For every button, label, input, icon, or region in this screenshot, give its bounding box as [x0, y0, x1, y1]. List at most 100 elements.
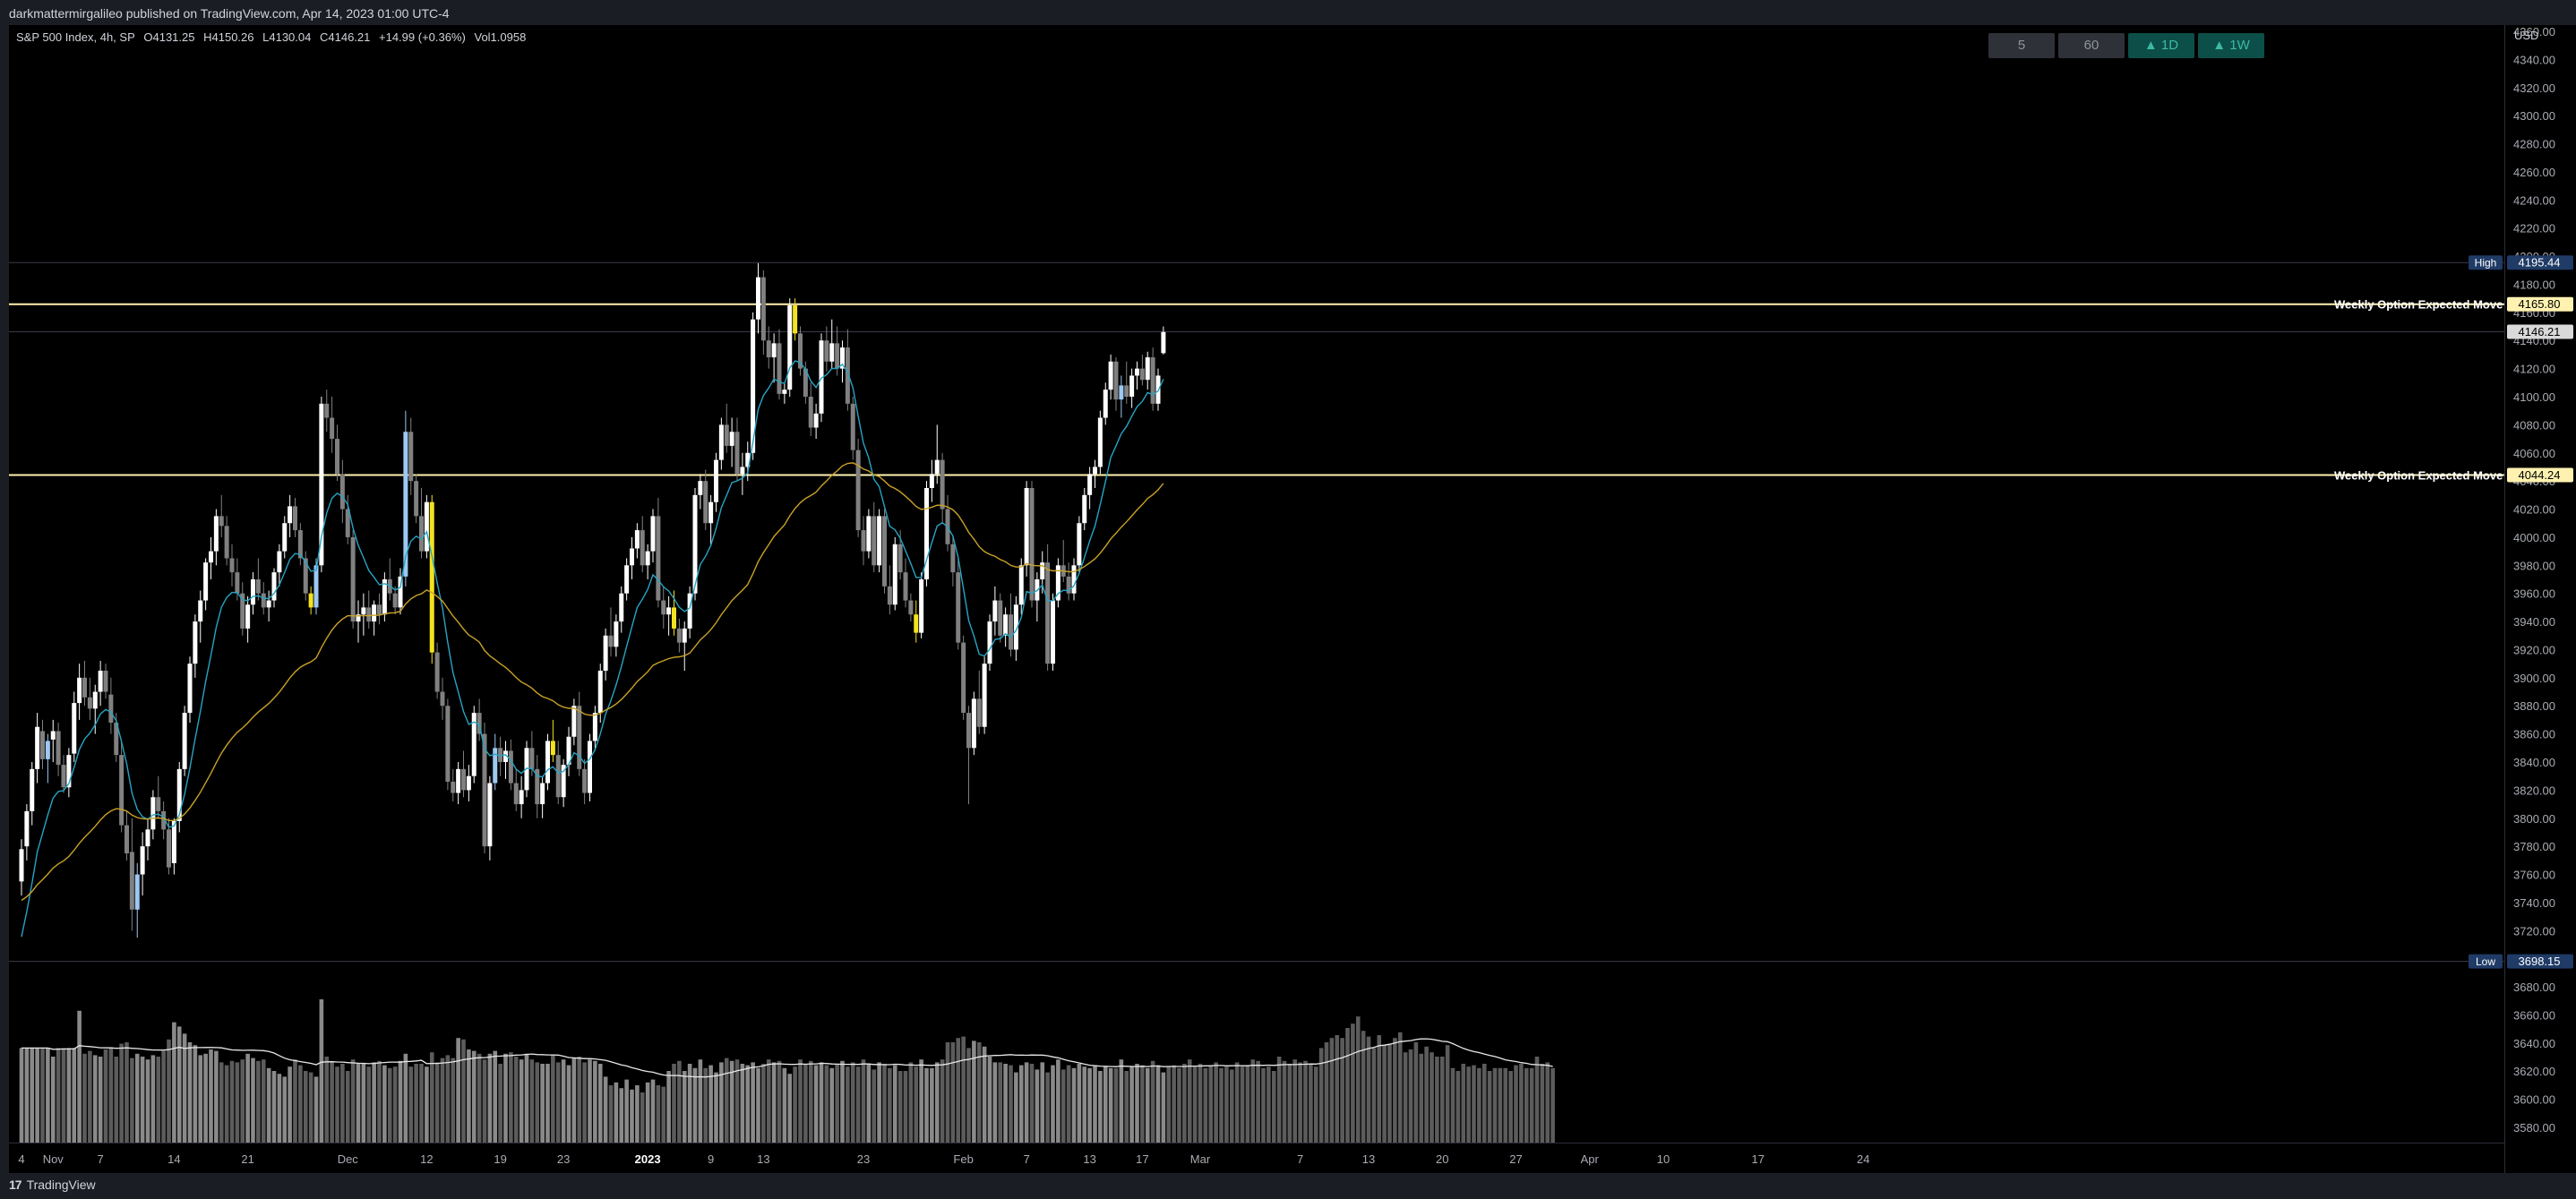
candle-body: [466, 775, 471, 791]
volume-bar: [345, 1071, 350, 1143]
volume-bar: [1397, 1032, 1403, 1143]
candle-body: [592, 713, 597, 741]
candle: [835, 326, 840, 376]
candle: [961, 635, 966, 720]
volume-bar: [745, 1065, 751, 1143]
candle: [940, 452, 945, 524]
candle: [782, 382, 787, 404]
volume-bar: [1508, 1071, 1513, 1143]
date-axis[interactable]: 4 Nov 7 14 21 Dec 12 19 23 2023 9 13 23 Feb 7 13 17 Mar 7 1…: [9, 1143, 2504, 1173]
date-tick-label: 13: [757, 1152, 769, 1166]
candle-body: [734, 432, 740, 475]
timeframe-button-1w[interactable]: ▲ 1W: [2198, 33, 2264, 58]
candle-body: [493, 748, 498, 784]
candle: [545, 733, 550, 791]
volume-bar: [1403, 1052, 1408, 1143]
date-tick-label: 24: [1857, 1152, 1869, 1166]
candle-body: [434, 652, 440, 692]
candle-body: [398, 576, 403, 608]
candle: [692, 488, 698, 601]
candle-body: [129, 852, 134, 910]
volume-bar: [614, 1082, 619, 1143]
volume-bar: [1192, 1066, 1198, 1143]
candle-body: [424, 501, 429, 552]
candle: [145, 818, 150, 861]
candle-body: [1135, 368, 1139, 376]
volume-bar: [961, 1036, 966, 1143]
volume-bar: [1519, 1064, 1524, 1143]
candle-body: [240, 593, 245, 629]
candle-body: [650, 516, 656, 552]
candle: [19, 839, 24, 896]
candle: [87, 677, 92, 720]
candle-body: [92, 691, 98, 709]
candle-body: [182, 713, 187, 769]
volume-bar: [1198, 1064, 1203, 1143]
candle-body: [793, 305, 798, 334]
price-tick-label: 3900.00: [2513, 672, 2555, 685]
candle: [129, 818, 134, 931]
date-tick-label: 19: [494, 1152, 506, 1166]
volume-bar: [656, 1085, 661, 1143]
candle: [751, 312, 756, 460]
volume-bar: [914, 1066, 919, 1143]
volume-bar: [998, 1062, 1003, 1143]
candle: [508, 739, 513, 791]
candle: [756, 262, 760, 334]
volume-bar: [888, 1067, 892, 1143]
volume-bar: [414, 1064, 418, 1143]
candle-body: [114, 723, 119, 756]
volume-bar: [661, 1086, 666, 1143]
volume-bar: [682, 1071, 687, 1143]
price-tick-label: 3580.00: [2513, 1121, 2555, 1135]
candle-body: [293, 506, 297, 531]
date-tick-label: 13: [1083, 1152, 1095, 1166]
candlestick-chart[interactable]: Weekly Option Expected Move Weekly Option…: [9, 25, 2504, 1143]
candle: [125, 810, 129, 861]
timeframe-button-1d[interactable]: ▲ 1D: [2128, 33, 2194, 58]
volume-bar: [1240, 1066, 1245, 1143]
candle: [456, 762, 461, 805]
volume-bar: [582, 1062, 587, 1143]
candle-body: [1108, 361, 1113, 390]
candle: [640, 516, 645, 573]
expected-price-tag: 4044.24: [2507, 467, 2573, 483]
candle-body: [271, 572, 277, 601]
volume-bar: [1318, 1048, 1324, 1143]
candle-body: [729, 432, 734, 446]
volume-bar: [361, 1064, 366, 1143]
volume-bar: [482, 1059, 487, 1143]
volume-bar: [624, 1079, 629, 1143]
chart-pane[interactable]: S&P 500 Index, 4h, SP O4131.25 H4150.26 …: [9, 25, 2504, 1173]
candle-body: [1024, 488, 1029, 566]
volume-bar: [872, 1069, 877, 1143]
volume-bar: [56, 1048, 61, 1143]
candle-body: [540, 783, 545, 805]
date-tick-label: 9: [708, 1152, 714, 1166]
candle-body: [714, 459, 718, 502]
candle-body: [645, 551, 650, 566]
candle: [324, 390, 330, 432]
volume-bar: [535, 1062, 540, 1143]
price-tick-label: 4320.00: [2513, 81, 2555, 95]
timeframe-button-60[interactable]: 60: [2058, 33, 2125, 58]
volume-ma-line: [21, 1038, 1553, 1078]
candle: [482, 723, 487, 853]
volume-bar: [1166, 1066, 1172, 1143]
volume-bar: [813, 1065, 819, 1143]
candle: [1124, 361, 1129, 404]
volume-bar: [392, 1066, 398, 1143]
candle-body: [914, 614, 919, 633]
candle-body: [330, 417, 335, 440]
tradingview-branding[interactable]: 17 TradingView: [9, 1178, 96, 1192]
candle-body: [724, 424, 729, 446]
candle-body: [603, 635, 608, 671]
timeframe-button-5[interactable]: 5: [1988, 33, 2055, 58]
candle-body: [987, 621, 992, 664]
candle-body: [1040, 562, 1045, 579]
candle: [451, 768, 456, 801]
candle-body: [82, 677, 87, 698]
volume-bar: [1445, 1045, 1450, 1143]
price-axis[interactable]: USD 4360.00 4340.00 4320.00 4300.00 4280.00 4…: [2504, 25, 2576, 1173]
date-tick-label: 27: [1509, 1152, 1522, 1166]
